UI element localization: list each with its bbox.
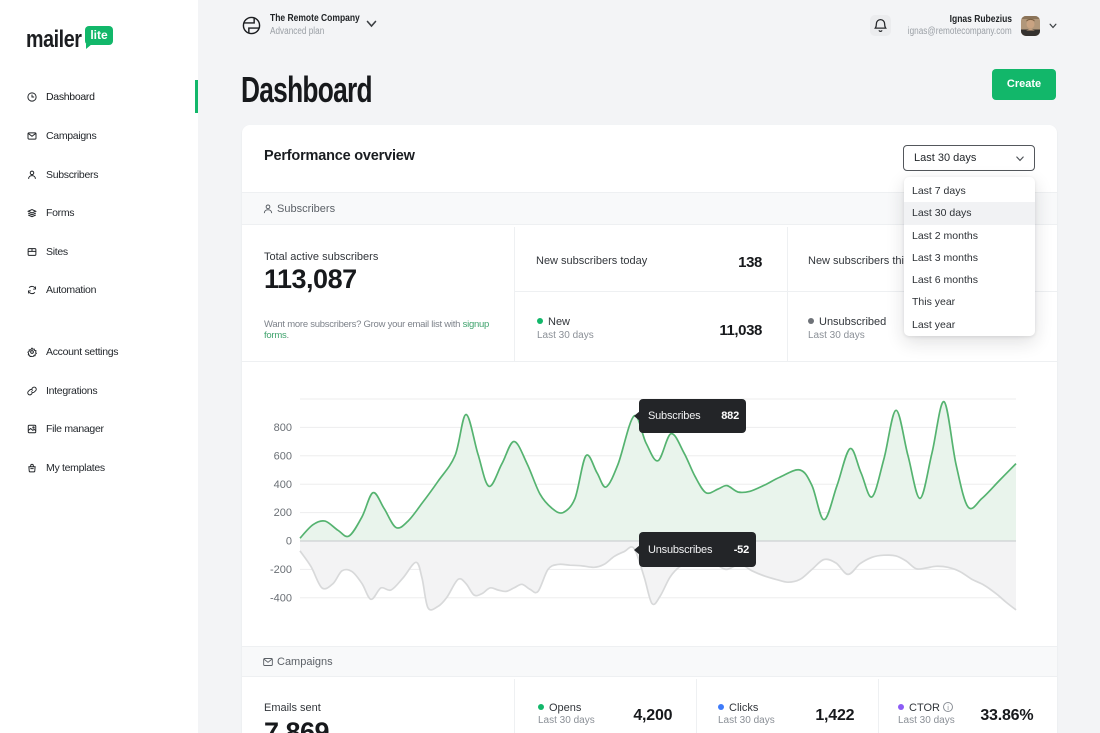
svg-text:800: 800 [274, 422, 292, 434]
svg-text:0: 0 [286, 536, 292, 548]
svg-text:-200: -200 [270, 564, 292, 576]
svg-text:200: 200 [274, 507, 292, 519]
svg-text:-400: -400 [270, 592, 292, 604]
svg-text:600: 600 [274, 450, 292, 462]
svg-text:400: 400 [274, 479, 292, 491]
